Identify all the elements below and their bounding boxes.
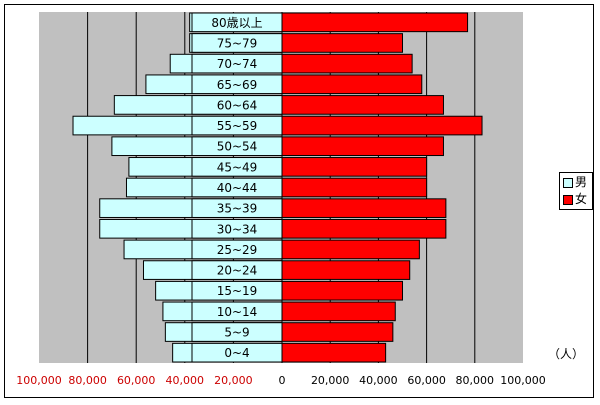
x-tick-label-right: 40,000 <box>359 374 398 387</box>
x-tick-label-left: 0 <box>279 374 286 387</box>
x-tick-label-left: 80,000 <box>68 374 107 387</box>
bar-female <box>281 239 420 260</box>
bar-female <box>281 115 483 136</box>
bar-female <box>281 342 387 363</box>
legend-swatch-female <box>563 194 573 205</box>
unit-label: （人） <box>548 347 585 361</box>
x-tick-label-left: 20,000 <box>214 374 253 387</box>
bar-female <box>281 198 447 218</box>
bar-female <box>281 33 403 53</box>
bar-female <box>281 157 428 177</box>
legend-item-female: 女 <box>563 191 592 208</box>
age-label: 25~29 <box>217 243 258 257</box>
age-label: 0~4 <box>224 346 249 360</box>
bar-female <box>281 218 447 239</box>
x-tick-label-right: 60,000 <box>407 374 446 387</box>
bar-female <box>281 301 396 322</box>
bar-female <box>281 260 411 280</box>
age-label: 30~34 <box>217 222 258 236</box>
age-label: 10~14 <box>217 305 258 319</box>
age-label: 15~19 <box>217 284 258 298</box>
x-tick-label-right: 100,000 <box>500 374 546 387</box>
age-label: 40~44 <box>217 181 258 195</box>
legend-item-male: 男 <box>563 174 592 191</box>
bar-female <box>281 53 413 74</box>
bar-female <box>281 177 428 198</box>
x-tick-label-right: 80,000 <box>456 374 495 387</box>
bar-female <box>281 95 444 115</box>
x-tick-label-left: 40,000 <box>166 374 205 387</box>
bar-female <box>281 12 469 33</box>
bar-female <box>281 280 403 301</box>
legend: 男 女 <box>559 172 593 210</box>
x-tick-label-right: 20,000 <box>311 374 350 387</box>
age-label: 75~79 <box>217 36 258 50</box>
bar-female <box>281 74 423 95</box>
age-label: 45~49 <box>217 160 258 174</box>
age-label: 65~69 <box>217 78 258 92</box>
age-label: 5~9 <box>224 326 249 340</box>
x-tick-label-left: 60,000 <box>117 374 156 387</box>
age-label: 70~74 <box>217 57 258 71</box>
x-tick-label-left: 100,000 <box>16 374 62 387</box>
age-label: 35~39 <box>217 202 258 216</box>
age-label: 80歳以上 <box>211 16 262 30</box>
legend-label-male: 男 <box>575 175 588 189</box>
legend-swatch-male <box>563 177 573 188</box>
age-label: 20~24 <box>217 264 258 278</box>
age-label: 60~64 <box>217 98 258 112</box>
bar-female <box>281 136 444 157</box>
age-label: 55~59 <box>217 119 258 133</box>
bar-female <box>281 322 394 342</box>
legend-label-female: 女 <box>575 192 588 206</box>
age-label: 50~54 <box>217 140 258 154</box>
